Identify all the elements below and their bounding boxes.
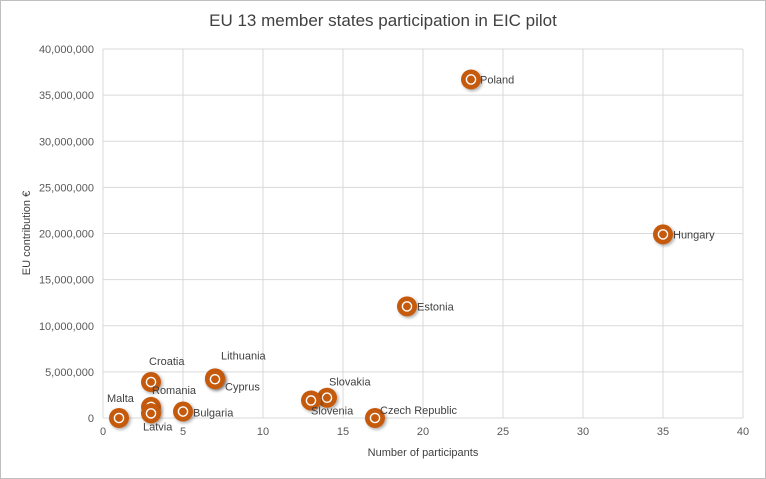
data-labels: Poland Hungary Estonia Croatia Lithuania Cypr… — [107, 74, 715, 433]
data-point — [205, 369, 225, 390]
y-axis-label: EU contribution € — [21, 190, 33, 276]
y-tick-label: 15,000,000 — [39, 275, 94, 287]
point-label: Hungary — [673, 229, 715, 241]
x-tick-label: 25 — [497, 426, 509, 438]
x-tick-label: 5 — [180, 426, 186, 438]
point-label: Estonia — [417, 301, 455, 313]
y-tick-label: 40,000,000 — [39, 44, 94, 56]
y-tick-label: 5,000,000 — [45, 367, 94, 379]
data-point — [141, 372, 161, 393]
point-label: Romania — [152, 385, 197, 397]
data-point — [173, 401, 193, 422]
point-label: Poland — [480, 74, 514, 86]
x-tick-label: 20 — [417, 426, 429, 438]
point-label: Lithuania — [221, 350, 267, 362]
x-tick-label: 40 — [737, 426, 749, 438]
point-label: Slovakia — [329, 377, 371, 389]
x-axis-label: Number of participants — [367, 447, 479, 459]
data-point — [653, 224, 673, 245]
x-tick-label: 30 — [577, 426, 589, 438]
point-label: Cyprus — [225, 381, 260, 393]
y-axis-ticks: 0 5,000,000 10,000,000 15,000,000 20,000,000… — [39, 44, 94, 425]
point-label: Czech Republic — [380, 405, 458, 417]
x-tick-label: 15 — [337, 426, 349, 438]
y-tick-label: 10,000,000 — [39, 321, 94, 333]
point-label: Croatia — [149, 356, 185, 368]
x-tick-label: 35 — [657, 426, 669, 438]
point-label: Bulgaria — [193, 408, 234, 420]
data-point — [141, 403, 161, 424]
y-tick-label: 0 — [88, 413, 94, 425]
point-label: Slovenia — [311, 405, 354, 417]
data-point — [365, 408, 385, 428]
data-point — [317, 387, 337, 408]
y-tick-label: 20,000,000 — [39, 229, 94, 241]
point-label: Latvia — [143, 421, 173, 433]
data-points — [109, 69, 673, 428]
data-point — [461, 69, 481, 90]
data-point — [109, 408, 129, 428]
x-tick-label: 0 — [100, 426, 106, 438]
x-axis-ticks: 0 5 10 15 20 25 30 35 40 — [100, 426, 749, 438]
gridlines — [102, 48, 744, 419]
y-tick-label: 30,000,000 — [39, 136, 94, 148]
chart-title: EU 13 member states participation in EIC… — [209, 11, 557, 30]
y-tick-label: 35,000,000 — [39, 90, 94, 102]
y-tick-label: 25,000,000 — [39, 182, 94, 194]
point-label: Malta — [107, 393, 135, 405]
x-tick-label: 10 — [257, 426, 269, 438]
data-point — [301, 390, 321, 411]
data-point — [397, 296, 417, 317]
